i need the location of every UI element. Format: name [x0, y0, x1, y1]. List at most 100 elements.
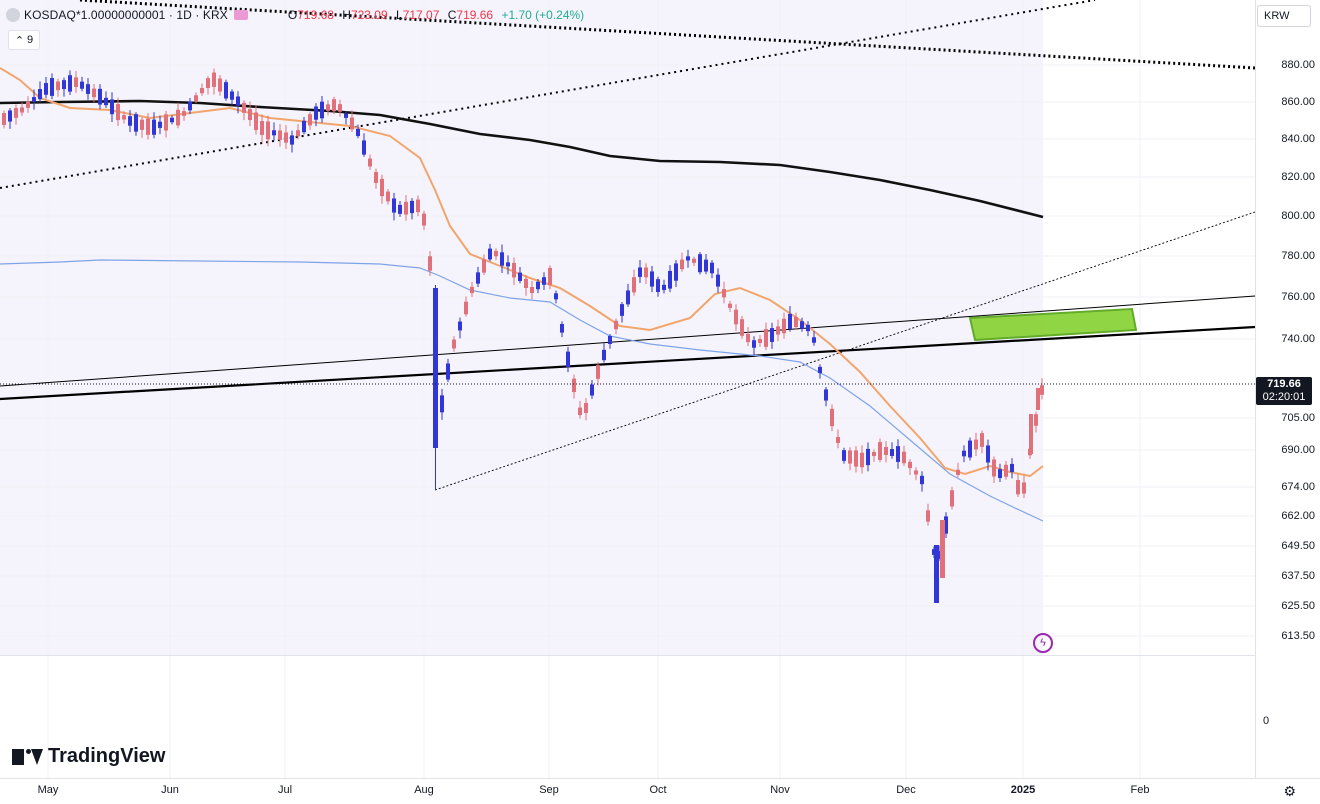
candle-down — [770, 328, 774, 342]
candle-down — [356, 128, 360, 137]
candle-up — [470, 286, 474, 294]
price-tick-label: 880.00 — [1281, 59, 1315, 71]
candle-down — [320, 101, 324, 119]
candle-down — [824, 389, 828, 401]
candle-up — [758, 338, 762, 344]
candle-up — [614, 320, 618, 330]
candle-down — [710, 262, 714, 274]
candle-up — [182, 111, 186, 116]
candle-down — [68, 75, 72, 92]
candle-up — [524, 278, 528, 288]
candle-up — [782, 318, 786, 334]
candle-up — [332, 99, 336, 112]
candle-up — [1040, 385, 1044, 395]
chart-canvas[interactable] — [0, 0, 1255, 778]
time-axis[interactable]: ⚙ May Jun Jul Aug Sep Oct Nov Dec 2025 Feb — [0, 778, 1320, 804]
highlight-marker — [968, 307, 1138, 342]
chart-pane[interactable] — [0, 0, 1255, 778]
time-tick-label: Aug — [414, 784, 434, 796]
candle-down — [602, 349, 606, 361]
candle-up — [530, 286, 534, 294]
candle-up — [1004, 464, 1008, 477]
candle-up — [980, 433, 984, 447]
tradingview-logo[interactable]: TradingView — [12, 745, 165, 768]
candle-down — [344, 113, 348, 118]
dotted-channel-line — [434, 211, 1255, 491]
candle-down — [542, 277, 546, 285]
candle-down — [590, 384, 594, 396]
candle-up — [254, 112, 258, 131]
candle-up — [848, 450, 852, 464]
candle-down — [128, 116, 132, 126]
candle-down — [662, 284, 666, 291]
candle-down — [398, 204, 402, 214]
candle-down — [650, 271, 654, 287]
price-tick-label: 637.50 — [1281, 570, 1315, 582]
time-tick-label: Nov — [770, 784, 790, 796]
candle-up — [746, 333, 750, 343]
candle-up — [854, 450, 858, 467]
time-tick-label: 2025 — [1010, 784, 1036, 796]
candle-down — [392, 198, 396, 213]
candle-up — [422, 213, 426, 226]
candle-down — [440, 395, 444, 413]
candle-down — [314, 106, 318, 120]
candle-up — [680, 259, 684, 270]
flash-icon[interactable]: ϟ — [1033, 633, 1053, 653]
candle-up — [200, 88, 204, 94]
candle-up — [164, 114, 168, 131]
currency-selector[interactable]: KRW — [1257, 5, 1311, 27]
price-tick-label: 820.00 — [1281, 171, 1315, 183]
candle-down — [554, 293, 558, 300]
candle-up — [878, 442, 882, 460]
candle-up — [830, 408, 834, 427]
price-tick-label: 705.00 — [1281, 412, 1315, 424]
candle-up — [194, 95, 198, 102]
symbol-title[interactable]: KOSDAQ*1.00000000001 · 1D · KRX — [24, 8, 228, 22]
candle-up — [512, 262, 516, 278]
candle-down — [788, 313, 792, 330]
flag-icon[interactable] — [233, 10, 248, 20]
tradingview-logo-icon — [12, 748, 43, 765]
bar-countdown: 02:20:01 — [1262, 391, 1306, 403]
settings-icon[interactable]: ⚙ — [1283, 783, 1296, 799]
time-tick-label: May — [37, 784, 59, 796]
ma-mid-line — [0, 259, 1044, 522]
symbol-legend: KOSDAQ*1.00000000001 · 1D · KRX O719.68 … — [6, 6, 584, 24]
candle-down — [236, 96, 240, 106]
candle-down — [44, 83, 48, 95]
candle-down — [32, 97, 36, 102]
candle-down — [842, 450, 846, 461]
candle-up — [242, 102, 246, 113]
price-tick-label: 840.00 — [1281, 133, 1315, 145]
indicators-toggle[interactable]: ⌃ 9 — [8, 30, 40, 50]
candle-down — [362, 140, 366, 155]
candle-up — [92, 88, 96, 98]
candle-up — [116, 104, 120, 121]
time-tick-label: Sep — [539, 784, 559, 796]
chevron-up-icon: ⌃ — [14, 34, 25, 47]
candle-down — [50, 78, 54, 96]
candle-down — [62, 80, 66, 90]
candle-down — [812, 337, 816, 343]
candle-up — [368, 158, 372, 167]
candle-down — [626, 290, 630, 305]
candle-down — [170, 117, 174, 123]
candle-up — [326, 104, 330, 111]
price-tick-label: 740.00 — [1281, 333, 1315, 345]
candle-up — [284, 132, 288, 143]
candle-down — [560, 324, 564, 333]
last-price-tag: 719.66 02:20:01 — [1256, 377, 1312, 405]
candle-up — [452, 339, 456, 349]
candle-up — [776, 326, 780, 335]
volume-zero-label: 0 — [1263, 715, 1270, 727]
candle-down — [752, 340, 756, 348]
candle-down — [80, 81, 84, 89]
candle-down — [410, 200, 414, 214]
candle-up — [722, 289, 726, 298]
candle-up — [572, 378, 576, 393]
pane-divider[interactable] — [0, 655, 1255, 656]
time-tick-label: Feb — [1130, 784, 1150, 796]
brand-name: TradingView — [48, 745, 166, 767]
candle-up — [338, 104, 342, 112]
